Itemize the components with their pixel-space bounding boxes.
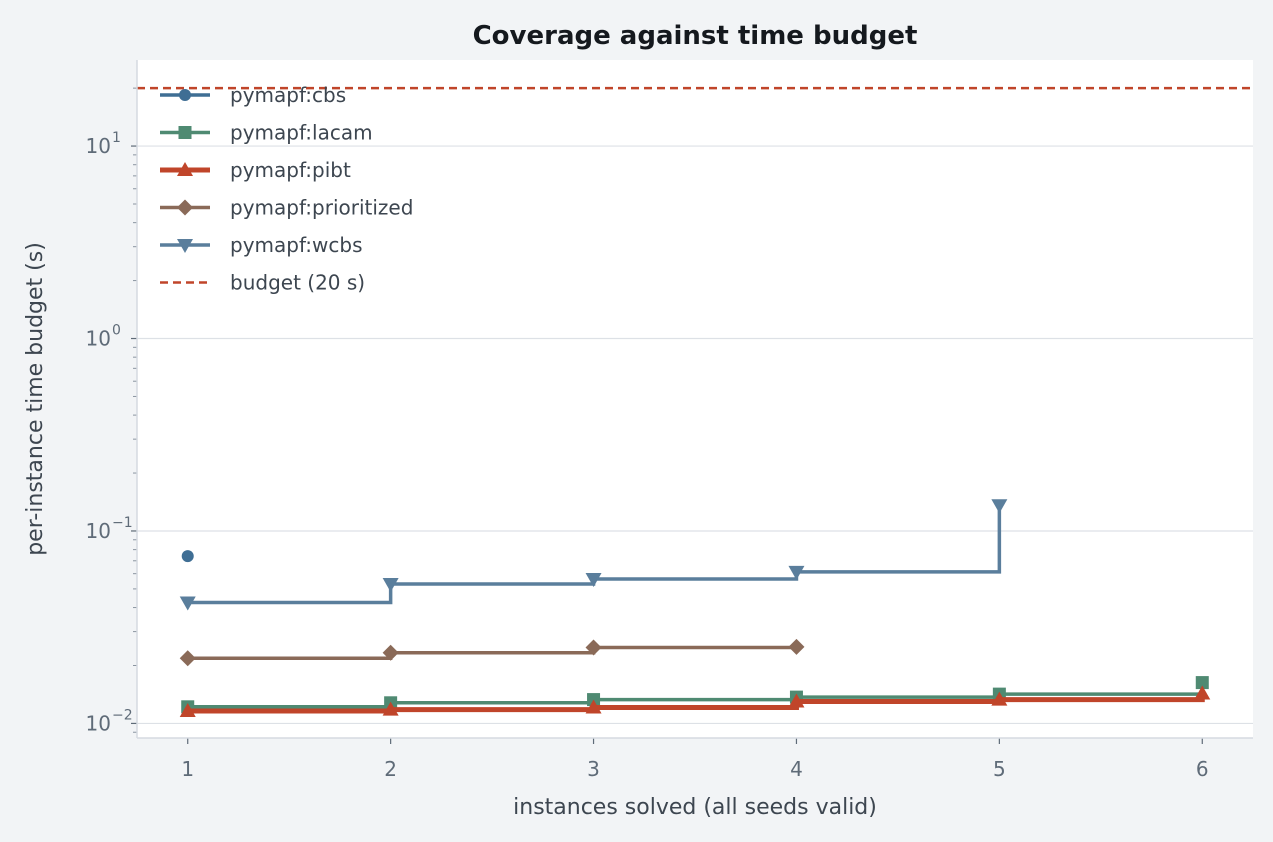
series-pymapf-cbs (181, 550, 194, 563)
legend-marker (177, 162, 193, 176)
y-tick-label: 10 (86, 711, 111, 735)
data-point (179, 596, 196, 611)
data-point (585, 699, 602, 714)
legend: pymapf:cbs pymapf:lacam pymapf:pibt pymapf:… (160, 83, 413, 295)
series-pymapf-wcbs (179, 499, 1008, 611)
series-pymapf-pibt (179, 685, 1211, 718)
legend-label: pymapf:prioritized (230, 196, 413, 220)
legend-label: pymapf:pibt (230, 158, 351, 182)
series-pymapf-prioritized (179, 638, 805, 667)
data-point (1194, 685, 1211, 700)
data-point (181, 550, 194, 563)
plot-area (137, 60, 1253, 738)
y-axis-label: per-instance time budget (s) (23, 242, 48, 556)
data-point (1195, 676, 1209, 690)
y-tick-exponent: 1 (112, 130, 121, 146)
grid (137, 145, 1253, 725)
legend-item: budget (20 s) (160, 271, 365, 295)
data-point (991, 499, 1008, 514)
data-point (179, 650, 196, 667)
data-point (382, 644, 399, 661)
legend-label: budget (20 s) (230, 271, 365, 295)
legend-item: pymapf:pibt (160, 158, 351, 182)
legend-label: pymapf:wcbs (230, 233, 363, 257)
x-tick-label: 1 (181, 757, 194, 781)
legend-item: pymapf:wcbs (160, 233, 363, 257)
data-point (991, 691, 1008, 706)
legend-marker (178, 126, 192, 139)
x-axis-ticks: 1 2 3 4 5 6 (181, 738, 1209, 781)
data-point (788, 565, 805, 580)
y-tick-label: 10 (86, 327, 111, 351)
chart-title: Coverage against time budget (473, 21, 918, 51)
x-tick-label: 6 (1196, 757, 1209, 781)
legend-marker (177, 199, 193, 216)
legend-marker (177, 239, 193, 253)
y-tick-label: 10 (86, 134, 111, 158)
x-tick-label: 4 (790, 757, 803, 781)
data-point (585, 639, 602, 656)
legend-label: pymapf:lacam (230, 121, 373, 145)
series-group (179, 499, 1211, 718)
data-point (382, 578, 399, 593)
legend-item: pymapf:cbs (160, 83, 346, 107)
data-point (382, 701, 399, 716)
x-tick-label: 5 (993, 757, 1006, 781)
data-point (179, 703, 196, 718)
x-tick-label: 2 (384, 757, 397, 781)
data-point (788, 693, 805, 708)
legend-item: pymapf:prioritized (160, 196, 413, 220)
y-tick-exponent: 0 (112, 323, 121, 339)
legend-marker (179, 89, 191, 101)
y-tick-label: 10 (86, 519, 111, 543)
x-tick-label: 3 (587, 757, 600, 781)
y-tick-exponent: −2 (112, 707, 133, 723)
legend-item: pymapf:lacam (160, 121, 373, 145)
x-axis-label: instances solved (all seeds valid) (513, 795, 877, 820)
y-tick-exponent: −1 (112, 515, 133, 531)
data-point (585, 572, 602, 587)
data-point (788, 638, 805, 655)
legend-label: pymapf:cbs (230, 83, 346, 107)
